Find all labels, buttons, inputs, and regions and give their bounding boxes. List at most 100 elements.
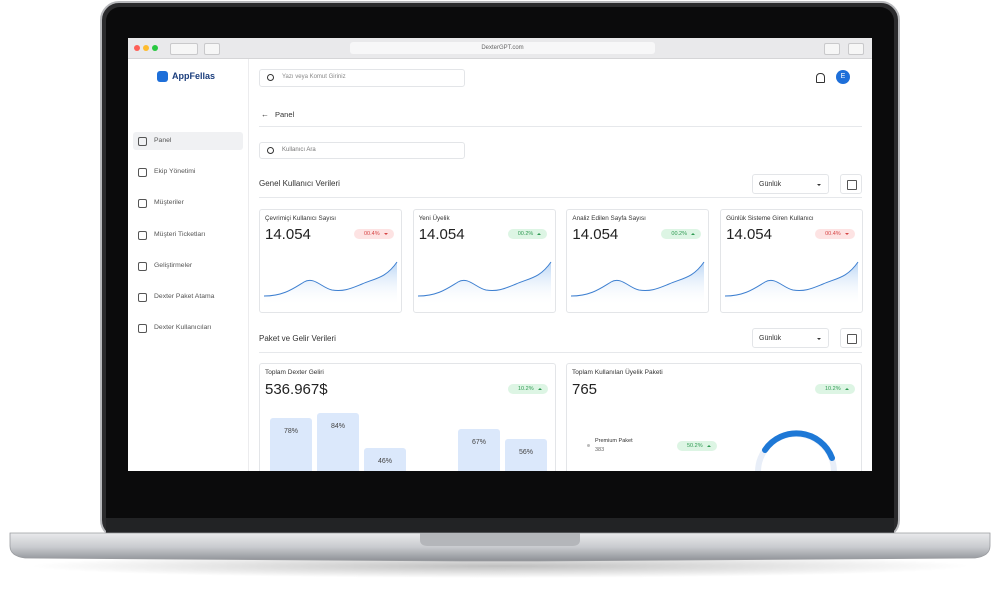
back-arrow[interactable]: ← <box>261 110 269 119</box>
close-dot[interactable] <box>134 45 140 51</box>
card-title: Analiz Edilen Sayfa Sayısı <box>572 215 646 222</box>
period-dropdown[interactable]: Günlük <box>752 174 829 194</box>
card-title: Yeni Üyelik <box>418 215 450 222</box>
stat-card: Yeni Üyelik 14.054 00.2% <box>412 209 556 313</box>
sidebar-toggle[interactable] <box>204 43 220 55</box>
avatar[interactable]: E <box>836 70 850 84</box>
gauge <box>755 430 837 471</box>
command-search[interactable]: Yazı veya Komut Giriniz <box>259 69 465 87</box>
max-dot[interactable] <box>152 45 158 51</box>
card-title: Toplam Dexter Geliri <box>265 369 324 376</box>
divider <box>259 352 862 353</box>
nav-icon <box>138 230 147 240</box>
legend-dot <box>587 444 590 447</box>
calendar-button[interactable] <box>840 174 862 194</box>
sparkline-area <box>571 262 705 306</box>
nav-label: Panel <box>154 137 172 144</box>
screen: DexterGPT.com AppFellas Panel Ekip Yöneti… <box>128 38 872 471</box>
nav-item[interactable]: Dexter Kullanıcıları <box>133 319 243 337</box>
calendar-button[interactable] <box>840 328 862 348</box>
sparkline <box>417 261 552 306</box>
search-icon <box>267 147 274 154</box>
bell-icon[interactable] <box>816 73 825 83</box>
card-value: 14.054 <box>265 226 311 243</box>
stat-card: Çevrimiçi Kullanıcı Sayısı 14.054 00.4% <box>259 209 402 313</box>
card-value: 14.054 <box>726 226 772 243</box>
sparkline-area <box>725 262 859 306</box>
logo-icon <box>157 71 168 82</box>
sparkline-line <box>725 261 859 297</box>
nav-label: Müşteri Ticketları <box>154 230 206 238</box>
section-title: Genel Kullanıcı Verileri <box>259 179 340 188</box>
card-title: Günlük Sisteme Giren Kullanıcı <box>726 215 814 222</box>
nav-label: Dexter Kullanıcıları <box>154 324 212 332</box>
change-badge: 10.2% <box>815 384 855 394</box>
nav-label: Müşteriler <box>154 199 184 207</box>
sparkline-line <box>417 261 552 297</box>
stat-card: Analiz Edilen Sayfa Sayısı 14.054 00.2% <box>566 209 710 313</box>
sparkline-area <box>417 262 551 306</box>
min-dot[interactable] <box>143 45 149 51</box>
change-badge: 00.4% <box>815 229 855 239</box>
search-placeholder: Yazı veya Komut Giriniz <box>282 74 346 80</box>
card-value: 14.054 <box>418 226 465 243</box>
nav-icon <box>138 168 147 178</box>
tabs-button[interactable] <box>848 43 864 55</box>
nav-icon <box>138 199 147 209</box>
search-icon <box>267 74 274 81</box>
bar: 56% <box>505 438 547 471</box>
change-badge: 00.2% <box>661 229 701 239</box>
package-name: Premium Paket <box>595 438 633 444</box>
bar-label: 78% <box>283 428 298 436</box>
sparkline <box>264 261 398 306</box>
change-badge: 50.2% <box>677 441 717 451</box>
url-bar[interactable]: DexterGPT.com <box>350 42 655 54</box>
change-badge: 00.4% <box>354 229 394 239</box>
revenue-card: Toplam Dexter Geliri 536.967$ 10.2% 78% 8… <box>259 363 556 471</box>
divider <box>259 126 862 127</box>
period-dropdown[interactable]: Günlük <box>752 328 829 348</box>
sparkline <box>725 261 859 306</box>
nav-icon <box>138 324 147 334</box>
period-label: Günlük <box>759 181 782 188</box>
user-search-placeholder: Kullanıcı Ara <box>282 147 316 153</box>
nav-item[interactable]: Müşteriler <box>133 194 243 212</box>
download-button[interactable] <box>824 43 840 55</box>
browser-bar: DexterGPT.com <box>128 38 872 59</box>
bar-label: 84% <box>330 422 345 430</box>
breadcrumb: Panel <box>275 110 295 119</box>
package-card: Toplam Kullanılan Üyelik Paketi 765 10.2… <box>566 363 862 471</box>
nav-item[interactable]: Ekip Yönetimi <box>133 163 243 181</box>
caret <box>817 338 821 340</box>
nav-item[interactable]: Panel <box>133 132 243 150</box>
bar: 46% <box>364 448 406 471</box>
sidebar: AppFellas Panel Ekip Yönetimi Müşteriler Mü… <box>128 59 249 471</box>
package-count: 383 <box>595 447 605 453</box>
card-value: 765 <box>572 381 598 398</box>
nav-item[interactable]: Geliştirmeler <box>133 257 243 275</box>
sparkline <box>571 261 705 306</box>
section-title: Paket ve Gelir Verileri <box>259 334 336 343</box>
nav-icon <box>138 293 147 302</box>
caret <box>817 184 821 186</box>
sparkline-line <box>264 261 398 297</box>
nav-buttons[interactable] <box>170 43 198 55</box>
stat-card: Günlük Sisteme Giren Kullanıcı 14.054 00.4… <box>720 209 864 313</box>
nav-item[interactable]: Dexter Paket Atama <box>133 288 243 306</box>
change-badge: 00.2% <box>507 229 548 239</box>
period-label: Günlük <box>759 335 782 342</box>
bar: 67% <box>458 428 500 471</box>
bar-label: 46% <box>377 458 392 466</box>
bar-label: 67% <box>471 438 486 446</box>
change-badge: 10.2% <box>508 384 548 394</box>
logo-text: AppFellas <box>172 71 216 81</box>
card-title: Çevrimiçi Kullanıcı Sayısı <box>265 215 337 222</box>
card-value: 14.054 <box>572 226 619 243</box>
nav-label: Dexter Paket Atama <box>154 293 215 300</box>
nav-item[interactable]: Müşteri Ticketları <box>133 226 243 244</box>
nav-label: Geliştirmeler <box>154 261 193 269</box>
user-search[interactable]: Kullanıcı Ara <box>259 142 465 159</box>
divider <box>259 197 862 198</box>
bar-label: 56% <box>518 448 533 456</box>
